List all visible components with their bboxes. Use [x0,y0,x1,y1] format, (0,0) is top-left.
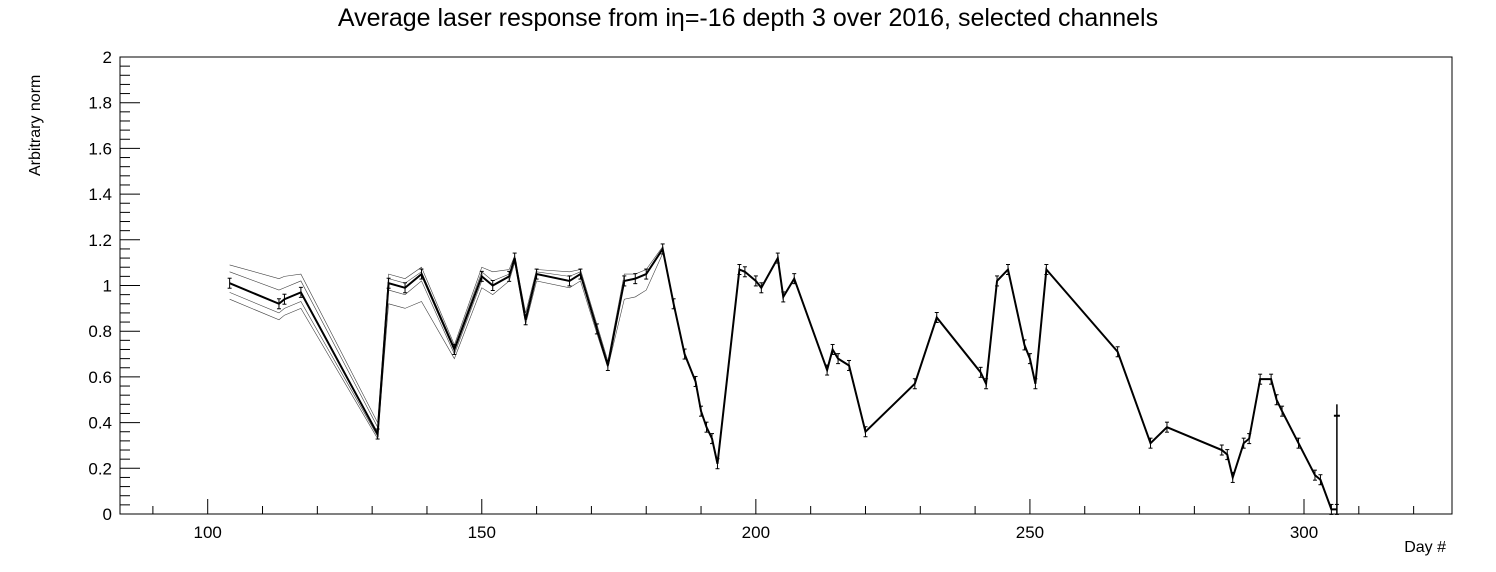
y-tick-label: 1.6 [88,139,112,158]
y-tick-label: 0.6 [88,368,112,387]
x-tick-label: 300 [1290,523,1318,542]
channel-series-line [229,280,483,438]
y-tick-label: 2 [103,48,112,67]
average-series-line [229,246,1337,511]
y-tick-label: 1.2 [88,231,112,250]
series-layer [227,243,1340,515]
x-tick-label: 200 [742,523,770,542]
y-tick-label: 0.2 [88,459,112,478]
y-tick-label: 1.4 [88,185,112,204]
axis-ticks [120,56,1415,515]
x-tick-label: 100 [194,523,222,542]
y-tick-label: 1 [103,277,112,296]
tick-labels: 0 0.2 0.4 0.6 0.8 1 1.2 1.4 1.6 1.8 2 100 150 200 250 3… [88,48,1318,542]
plot-frame [119,56,1453,515]
y-tick-label: 1.8 [88,94,112,113]
y-tick-label: 0 [103,505,112,524]
y-tick-label: 0.4 [88,414,112,433]
x-tick-label: 250 [1016,523,1044,542]
y-axis-title: Arbitrary norm [27,75,44,176]
y-tick-label: 0.8 [88,322,112,341]
channel-series-line [229,246,663,424]
x-tick-label: 150 [468,523,496,542]
x-axis-title: Day # [1404,539,1446,556]
channel-series-line [229,253,663,440]
chart-title: Average laser response from iη=-16 depth… [337,4,1159,32]
